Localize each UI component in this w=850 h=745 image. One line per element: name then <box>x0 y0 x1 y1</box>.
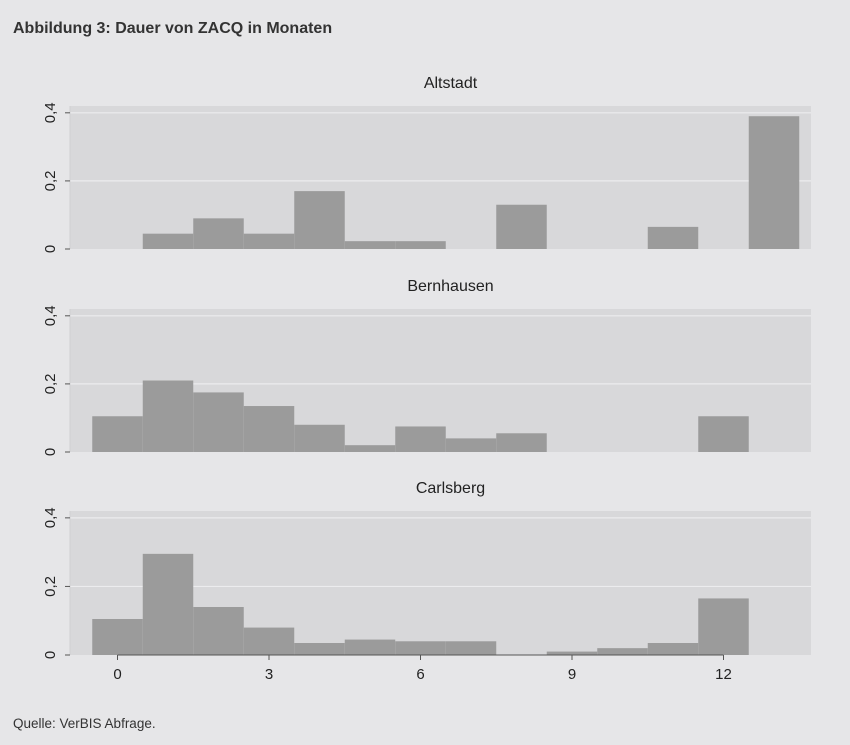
histogram-bar <box>546 651 598 655</box>
histogram-bar <box>193 218 244 249</box>
histogram-bar <box>142 233 194 249</box>
histogram-bar <box>395 426 446 452</box>
x-tick-label: 6 <box>416 666 424 683</box>
histogram-bar <box>344 241 396 249</box>
source-note: Quelle: VerBIS Abfrage. <box>13 716 156 731</box>
histogram-bar <box>243 406 295 452</box>
x-tick-label: 3 <box>265 666 273 683</box>
histogram-bar <box>647 643 699 655</box>
panel-title: Carlsberg <box>416 480 485 497</box>
x-tick-label: 9 <box>568 666 576 683</box>
y-tick-label: 0,4 <box>42 102 59 123</box>
histogram-bar <box>647 226 699 249</box>
histogram-bar <box>344 639 396 655</box>
histogram-bar <box>142 553 194 655</box>
y-tick-label: 0,4 <box>42 305 59 326</box>
x-tick-label: 12 <box>715 666 732 683</box>
panel-title: Altstadt <box>424 75 478 92</box>
y-tick-label: 0 <box>42 245 59 253</box>
y-tick-label: 0 <box>42 651 59 659</box>
panel-altstadt: Altstadt 0 0,2 0,4 <box>42 75 811 253</box>
x-tick-label: 0 <box>113 666 121 683</box>
histogram-bar <box>92 619 143 655</box>
panel-carlsberg: Carlsberg 0 0,2 0,4 <box>42 480 811 659</box>
y-tick-label: 0,2 <box>42 373 59 394</box>
histogram-bar <box>748 116 800 249</box>
y-tick-label: 0,2 <box>42 576 59 597</box>
histogram-bar <box>243 627 295 655</box>
histogram-bar <box>698 416 749 452</box>
histogram-bar <box>445 641 497 655</box>
panel-bernhausen: Bernhausen 0 0,2 0,4 <box>42 278 811 456</box>
histogram-bar <box>597 648 648 655</box>
figure-title: Abbildung 3: Dauer von ZACQ in Monaten <box>13 20 333 37</box>
histogram-bar <box>92 416 143 452</box>
histogram-bar <box>294 424 345 452</box>
histogram-bar <box>344 445 396 452</box>
histogram-bar <box>142 380 194 452</box>
histogram-bar <box>395 641 446 655</box>
panel-title: Bernhausen <box>407 278 493 295</box>
y-tick-label: 0,2 <box>42 170 59 191</box>
histogram-bar <box>445 438 497 452</box>
plot-area <box>70 106 811 249</box>
histogram-bar <box>496 204 547 249</box>
histogram-bar <box>193 607 244 655</box>
histogram-bar <box>243 233 295 249</box>
histogram-bar <box>294 191 345 249</box>
histogram-bar <box>294 643 345 655</box>
y-tick-label: 0,4 <box>42 507 59 528</box>
y-tick-label: 0 <box>42 448 59 456</box>
histogram-bar <box>395 241 446 249</box>
histogram-bar <box>193 392 244 452</box>
histogram-bar <box>496 433 547 452</box>
histogram-bar <box>698 598 749 655</box>
